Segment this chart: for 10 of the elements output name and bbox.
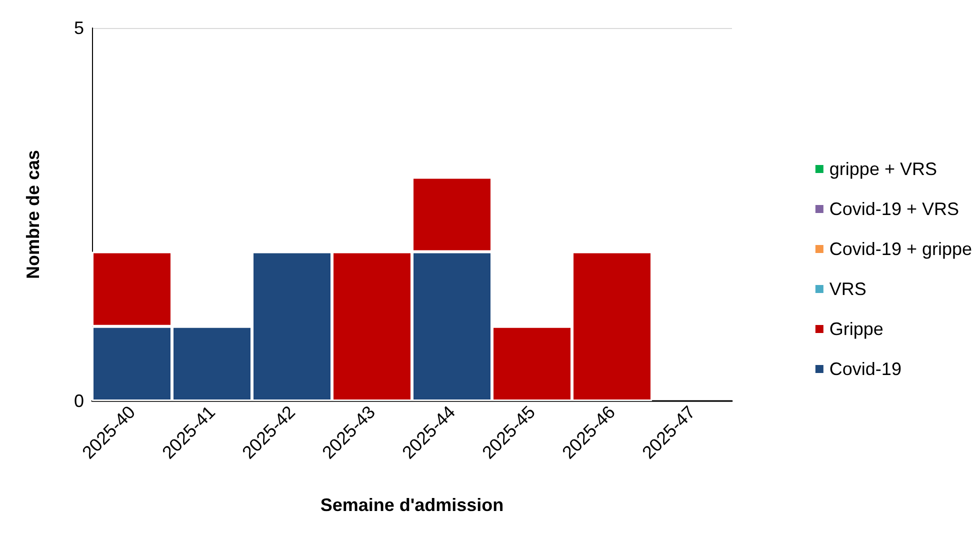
legend-label: Covid-19 + grippe [829, 239, 972, 259]
legend-label: Covid-19 [829, 359, 902, 379]
legend-label: Grippe [829, 319, 884, 339]
legend-label: grippe + VRS [829, 159, 937, 179]
legend-label: Covid-19 + VRS [829, 199, 959, 219]
y-axis-title: Nombre de cas [23, 150, 43, 280]
x-axis-title: Semaine d'admission [320, 495, 504, 515]
y-tick-label: 0 [74, 391, 84, 411]
legend-label: VRS [829, 279, 866, 299]
y-tick-label: 5 [74, 18, 84, 38]
